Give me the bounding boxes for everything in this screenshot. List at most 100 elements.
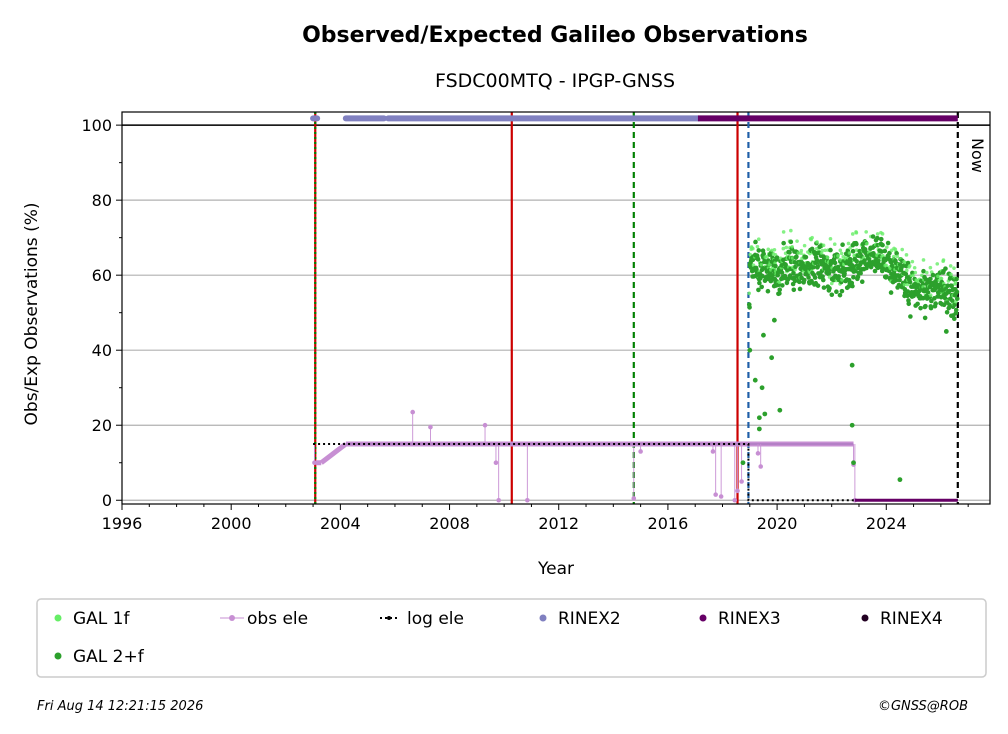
gal2f-point (759, 284, 764, 290)
gal2f-point (848, 258, 854, 264)
log-ele-line (313, 442, 958, 502)
gal2f-point (948, 274, 953, 280)
gal2f-point (862, 258, 867, 263)
chart-subtitle: FSDC00MTQ - IPGP-GNSS (435, 70, 675, 92)
gal2f-point (888, 290, 894, 295)
gal1f-point (905, 268, 909, 273)
gal2f-point (878, 236, 884, 242)
gal2f-point (950, 298, 955, 304)
gal2f-point (850, 283, 855, 289)
y-tick-label: 80 (92, 191, 112, 210)
gal2f-point (855, 274, 861, 280)
legend-label: GAL 1f (73, 609, 130, 629)
gal2f-outlier (740, 460, 746, 466)
gal2f-point (792, 278, 798, 284)
gal2f-point (928, 305, 934, 311)
gal2f-point (949, 283, 954, 289)
gal1f-point (790, 256, 795, 260)
x-tick-label: 1996 (102, 514, 143, 533)
gal2f-point (920, 295, 926, 301)
gal2f-point (777, 291, 782, 296)
gal1f-point (784, 245, 789, 250)
gal1f-point (840, 278, 844, 282)
gal2f-outlier (756, 415, 762, 421)
gal1f-point (850, 232, 855, 236)
y-axis-label: Obs/Exp Observations (%) (22, 203, 42, 426)
gal1f-point (865, 241, 869, 246)
gal2f-point (925, 290, 931, 295)
gal1f-point (900, 247, 905, 252)
obs-ele-point (710, 449, 716, 454)
gal2f-point (858, 270, 863, 276)
gal2f-point (894, 251, 899, 256)
gal1f-point (836, 254, 840, 258)
gal2f-point (756, 248, 762, 253)
gal1f-point (781, 246, 786, 251)
gal1f-point (854, 231, 859, 235)
y-tick-label: 60 (92, 266, 112, 285)
legend: GAL 1f obs ele log ele RINEX2 RINEX3 RINEX4 GA… (54, 609, 943, 667)
gal2f-point (798, 271, 803, 277)
gal1f-point (907, 263, 912, 268)
gal2f-point (882, 248, 888, 254)
obs-ele-point (735, 488, 740, 494)
gal2f-point (922, 315, 928, 321)
gal2f-point (954, 296, 960, 302)
gal1f-point (756, 237, 761, 241)
gal2f-point (797, 279, 802, 285)
obs-ele-point (312, 460, 317, 466)
gal1f-point (952, 266, 956, 270)
gal1f-point (802, 243, 807, 248)
legend-marker (387, 616, 391, 620)
gal1f-point (884, 263, 888, 268)
gal2f-point (953, 307, 959, 313)
gal2f-point (944, 309, 950, 315)
gal2f-outlier (849, 422, 855, 428)
gal2f-point (773, 263, 778, 269)
gal2f-point (837, 292, 843, 298)
gal2f-point (918, 305, 923, 311)
gal1f-point (948, 264, 953, 268)
gal2f-point (943, 266, 948, 271)
gal2f-outlier (771, 317, 777, 323)
gal1f-point (904, 253, 909, 257)
gal1f-point (953, 281, 958, 285)
gal1f-point (838, 248, 843, 253)
x-tick-label: 2016 (648, 514, 689, 533)
gal1f-point (781, 230, 786, 234)
gal2f-point (875, 235, 880, 241)
obs-ele-point (758, 464, 764, 469)
gal2f-point (811, 264, 816, 270)
legend-label: log ele (407, 609, 464, 629)
gal2f-point (872, 268, 878, 274)
gal2f-outlier (752, 377, 758, 383)
gal2f-outlier (849, 362, 855, 368)
gal1f-point (829, 281, 834, 286)
obs-ele-point (496, 497, 501, 503)
gal2f-point (915, 301, 920, 307)
legend-label: RINEX2 (558, 609, 621, 629)
now-label: Now (968, 138, 987, 173)
x-axis-label: Year (537, 559, 574, 579)
gal2f-point (780, 283, 785, 288)
gal2f-point (880, 242, 885, 248)
obs-ele-point (525, 497, 530, 503)
gal1f-point (751, 246, 755, 251)
gal2f-point (779, 270, 785, 275)
gal1f-point (875, 232, 880, 236)
gal2f-point (806, 275, 811, 280)
gal2f-point (757, 280, 762, 286)
gal1f-point (949, 272, 953, 277)
gal1f-point (810, 235, 814, 240)
gal2f-outlier (762, 411, 768, 417)
gal1f-point (913, 270, 918, 275)
gal2f-point (747, 305, 752, 310)
gal1f-point (825, 255, 830, 260)
gal1f-point (880, 232, 885, 236)
gal1f-point (935, 262, 940, 266)
gal1f-point (821, 243, 826, 248)
legend-marker (229, 615, 235, 621)
gal2f-point (797, 286, 803, 292)
x-tick-label: 2020 (757, 514, 798, 533)
gal1f-point (795, 239, 799, 243)
